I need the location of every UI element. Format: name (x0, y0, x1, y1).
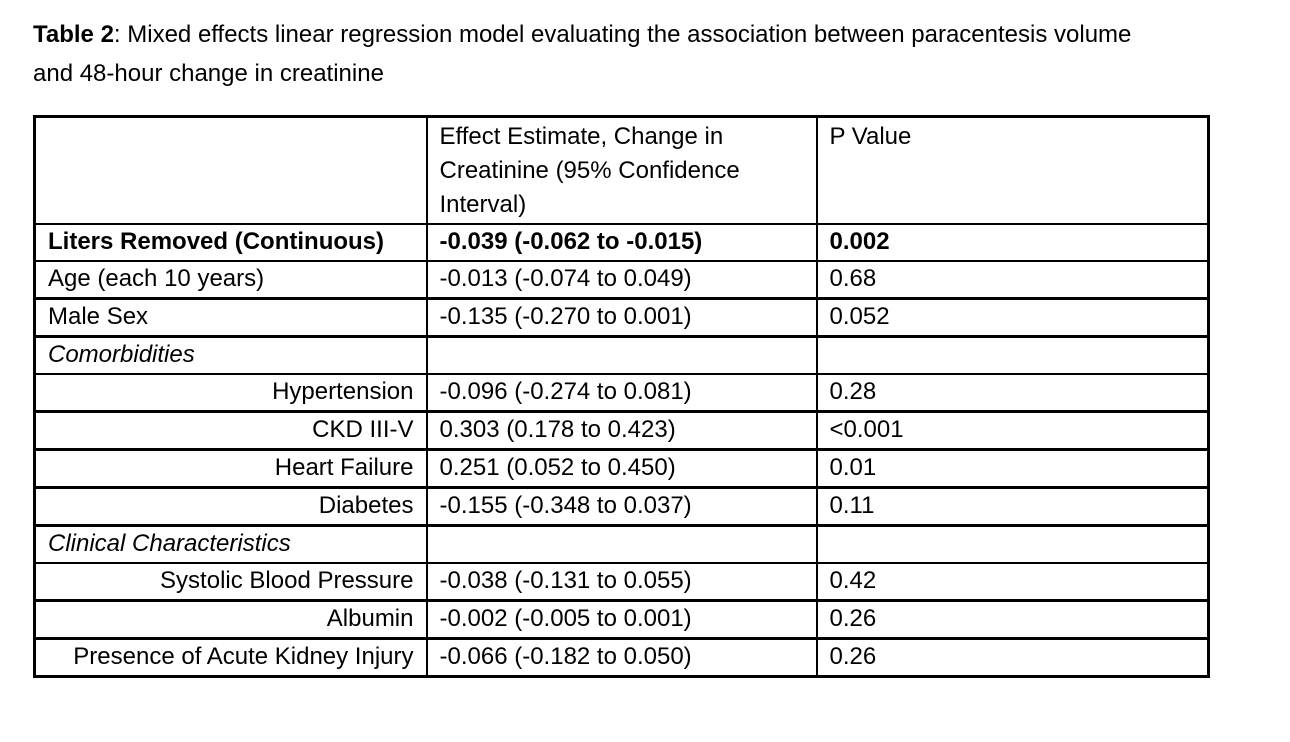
row-label-cell: Presence of Acute Kidney Injury (33, 637, 428, 678)
table-row-diabetes: Diabetes -0.155 (-0.348 to 0.037) 0.11 (33, 486, 1210, 527)
table-section-row-comorbidities: Comorbidities (33, 335, 1210, 375)
pvalue-cell: 0.052 (815, 297, 1210, 338)
estimate-cell: -0.002 (-0.005 to 0.001) (425, 599, 818, 640)
table-row-male-sex: Male Sex -0.135 (-0.270 to 0.001) 0.052 (33, 297, 1210, 338)
caption-line-1-text: : Mixed effects linear regression model … (113, 21, 1132, 48)
pvalue-cell: 0.42 (815, 562, 1210, 602)
table-caption: Table 2: Mixed effects linear regression… (33, 15, 1273, 93)
table-row-albumin: Albumin -0.002 (-0.005 to 0.001) 0.26 (33, 599, 1210, 640)
section-label-cell: Clinical Characteristics (33, 524, 428, 564)
table-row-systolic-blood-pressure: Systolic Blood Pressure -0.038 (-0.131 t… (33, 562, 1210, 602)
estimate-cell: -0.096 (-0.274 to 0.081) (425, 373, 818, 413)
table-row-hypertension: Hypertension -0.096 (-0.274 to 0.081) 0.… (33, 373, 1210, 413)
pvalue-cell: 0.002 (815, 223, 1210, 262)
estimate-cell: -0.013 (-0.074 to 0.049) (425, 260, 818, 300)
row-label-cell: Liters Removed (Continuous) (33, 223, 428, 262)
header-effect-estimate-cell: Effect Estimate, Change in Creatinine (9… (425, 115, 818, 225)
table-header-row: Effect Estimate, Change in Creatinine (9… (33, 115, 1210, 225)
estimate-cell (425, 524, 818, 564)
table-row-age: Age (each 10 years) -0.013 (-0.074 to 0.… (33, 260, 1210, 300)
caption-label: Table 2 (33, 21, 114, 48)
row-label-cell: Hypertension (33, 373, 428, 413)
table-row-acute-kidney-injury: Presence of Acute Kidney Injury -0.066 (… (33, 637, 1210, 678)
pvalue-cell: <0.001 (815, 410, 1210, 451)
pvalue-cell: 0.28 (815, 373, 1210, 413)
pvalue-cell: 0.11 (815, 486, 1210, 527)
header-empty-cell (33, 115, 428, 225)
regression-table: Effect Estimate, Change in Creatinine (9… (33, 115, 1210, 678)
pvalue-cell (815, 335, 1210, 375)
caption-line-1: Table 2: Mixed effects linear regression… (33, 15, 1273, 54)
table-row-ckd: CKD III-V 0.303 (0.178 to 0.423) <0.001 (33, 410, 1210, 451)
pvalue-cell (815, 524, 1210, 564)
row-label-cell: Diabetes (33, 486, 428, 527)
estimate-cell: -0.066 (-0.182 to 0.050) (425, 637, 818, 678)
row-label-cell: Age (each 10 years) (33, 260, 428, 300)
header-p-value-cell: P Value (815, 115, 1210, 225)
pvalue-cell: 0.68 (815, 260, 1210, 300)
row-label-cell: Albumin (33, 599, 428, 640)
pvalue-cell: 0.01 (815, 448, 1210, 489)
row-label-cell: CKD III-V (33, 410, 428, 451)
table-row-liters-removed: Liters Removed (Continuous) -0.039 (-0.0… (33, 223, 1210, 262)
row-label-cell: Systolic Blood Pressure (33, 562, 428, 602)
caption-line-2: and 48-hour change in creatinine (33, 60, 384, 87)
row-label-cell: Heart Failure (33, 448, 428, 489)
section-label-cell: Comorbidities (33, 335, 428, 375)
estimate-cell: -0.039 (-0.062 to -0.015) (425, 223, 818, 262)
estimate-cell: -0.038 (-0.131 to 0.055) (425, 562, 818, 602)
table-section-row-clinical-characteristics: Clinical Characteristics (33, 524, 1210, 564)
pvalue-cell: 0.26 (815, 599, 1210, 640)
estimate-cell: 0.303 (0.178 to 0.423) (425, 410, 818, 451)
row-label-cell: Male Sex (33, 297, 428, 338)
table-row-heart-failure: Heart Failure 0.251 (0.052 to 0.450) 0.0… (33, 448, 1210, 489)
estimate-cell: -0.155 (-0.348 to 0.037) (425, 486, 818, 527)
estimate-cell: 0.251 (0.052 to 0.450) (425, 448, 818, 489)
estimate-cell (425, 335, 818, 375)
estimate-cell: -0.135 (-0.270 to 0.001) (425, 297, 818, 338)
pvalue-cell: 0.26 (815, 637, 1210, 678)
